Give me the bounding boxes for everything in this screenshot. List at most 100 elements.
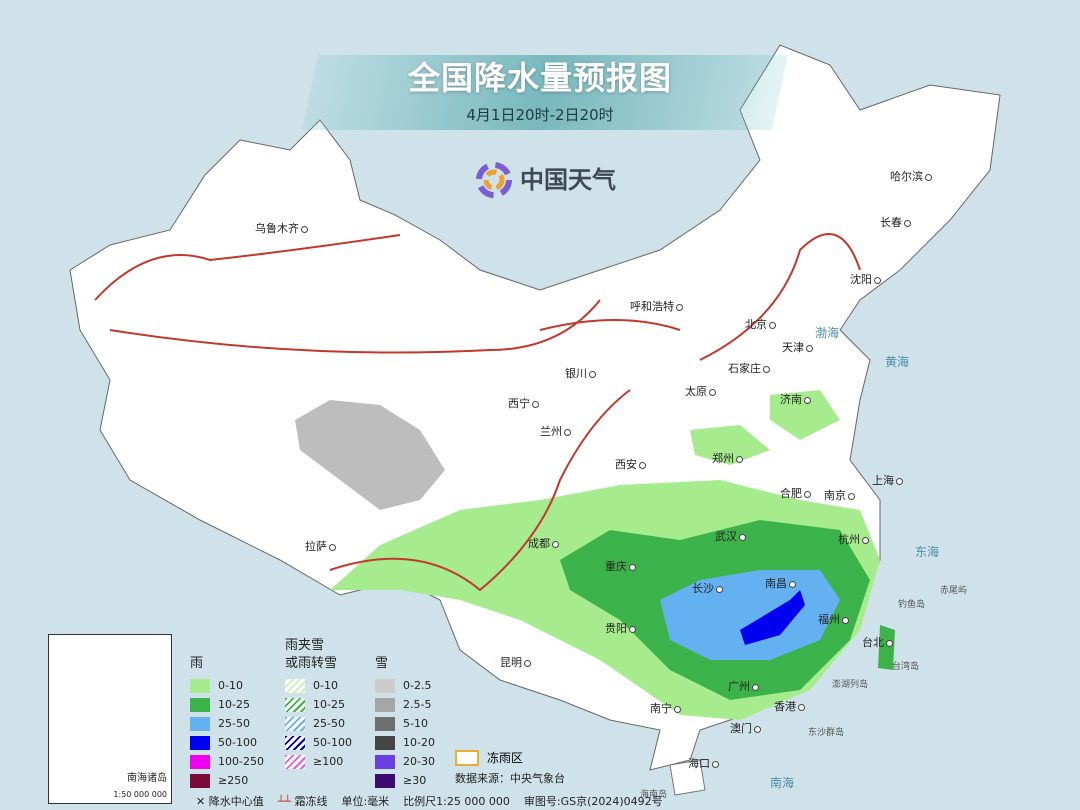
city-dot-icon	[752, 683, 759, 691]
city-name: 杭州	[838, 533, 860, 546]
city-label: 南京	[824, 489, 857, 502]
city-dot-icon	[736, 455, 743, 463]
city-name: 西安	[615, 458, 637, 471]
sea-label: 东海	[915, 545, 940, 559]
legend-snow-item: ≥30	[375, 773, 426, 789]
city-label: 重庆	[605, 560, 638, 573]
city-label: 银川	[565, 367, 598, 380]
island-label: 台湾岛	[892, 662, 920, 672]
city-label: 台北	[862, 636, 895, 649]
city-dot-icon	[709, 388, 716, 396]
city-name: 天津	[782, 341, 804, 354]
city-name: 澳门	[730, 722, 752, 735]
city-name: 沈阳	[850, 273, 872, 286]
city-name: 南宁	[650, 702, 672, 715]
city-dot-icon	[842, 616, 849, 624]
city-name: 贵阳	[605, 622, 627, 635]
city-name: 长沙	[692, 582, 714, 595]
legend-snow-title: 雪	[375, 656, 389, 671]
city-dot-icon	[524, 659, 531, 667]
city-dot-icon	[589, 370, 596, 378]
hainan	[669, 759, 706, 796]
legend-sleet-title: 雨夹雪	[285, 638, 325, 653]
city-label: 太原	[685, 385, 718, 398]
legend-label: 10-25	[218, 698, 250, 711]
city-name: 西宁	[508, 397, 530, 410]
city-dot-icon	[789, 580, 796, 588]
city-dot-icon	[804, 396, 811, 404]
city-dot-icon	[329, 543, 336, 551]
city-label: 哈尔滨	[890, 170, 934, 183]
city-dot-icon	[896, 477, 903, 485]
city-name: 呼和浩特	[630, 300, 674, 313]
freezing-rain-label: 冻雨区	[487, 751, 524, 765]
city-name: 拉萨	[305, 540, 327, 553]
city-label: 合肥	[780, 487, 813, 500]
frost-line-item: ┴┴ 霜冻线	[278, 795, 328, 808]
city-dot-icon	[716, 585, 723, 593]
legend-swatch	[375, 698, 395, 712]
snow-area-qinghai	[295, 400, 445, 510]
city-dot-icon	[552, 540, 559, 548]
legend-sleet-item: 50-100	[285, 735, 352, 751]
city-name: 北京	[745, 318, 767, 331]
city-dot-icon	[804, 490, 811, 498]
legend-swatch	[375, 774, 395, 788]
legend-label: 0-10	[218, 679, 243, 692]
city-label: 天津	[782, 341, 815, 354]
legend-swatch	[375, 755, 395, 769]
city-dot-icon	[639, 461, 646, 469]
legend-swatch	[190, 736, 210, 750]
inset-scale: 1:50 000 000	[113, 790, 167, 799]
rain-north-jinan	[770, 390, 840, 440]
city-dot-icon	[874, 276, 881, 284]
city-name: 海口	[688, 757, 710, 770]
legend-sleet-item: 0-10	[285, 678, 338, 694]
legend-sleet-item: 10-25	[285, 697, 345, 713]
city-dot-icon	[769, 321, 776, 329]
inset-caption: 南海诸岛	[127, 773, 167, 784]
city-name: 哈尔滨	[890, 170, 923, 183]
city-name: 上海	[872, 474, 894, 487]
city-label: 长沙	[692, 582, 725, 595]
city-dot-icon	[904, 219, 911, 227]
city-dot-icon	[886, 639, 893, 647]
freezing-rain-swatch	[455, 750, 479, 766]
taiwan	[878, 625, 895, 670]
city-label: 呼和浩特	[630, 300, 685, 313]
frost-line-label: 霜冻线	[294, 795, 328, 808]
frost-line-south	[329, 389, 631, 592]
map-subtitle: 4月1日20时-2日20时	[466, 106, 614, 124]
city-label: 贵阳	[605, 622, 638, 635]
legend-snow-item: 0-2.5	[375, 678, 431, 694]
legend-rain-item: 100-250	[190, 754, 264, 770]
legend-sleet-item: 25-50	[285, 716, 345, 732]
city-name: 郑州	[712, 452, 734, 465]
city-dot-icon	[712, 760, 719, 768]
city-label: 杭州	[838, 533, 871, 546]
legend-rain-item: 10-25	[190, 697, 250, 713]
legend-label: 25-50	[313, 717, 345, 730]
sea-label: 黄海	[885, 355, 910, 369]
city-dot-icon	[862, 536, 869, 544]
legend-swatch	[375, 679, 395, 693]
city-label: 西安	[615, 458, 648, 471]
legend-rain-item: 50-100	[190, 735, 257, 751]
city-name: 乌鲁木齐	[255, 222, 299, 235]
legend-swatch	[285, 698, 305, 712]
legend-swatch	[190, 679, 210, 693]
city-name: 福州	[818, 613, 840, 626]
legend-label: ≥250	[218, 774, 249, 787]
legend-snow-item: 2.5-5	[375, 697, 431, 713]
frost-line-north	[94, 233, 861, 361]
city-label: 昆明	[500, 656, 533, 669]
legend-snow-item: 10-20	[375, 735, 435, 751]
scale-label: 比例尺1:25 000 000	[403, 795, 510, 808]
city-label: 海口	[688, 757, 721, 770]
island-label: 钓鱼岛	[898, 600, 926, 610]
city-dot-icon	[848, 492, 855, 500]
city-label: 武汉	[715, 530, 748, 543]
center-mark-label: 降水中心值	[208, 795, 264, 808]
city-name: 台北	[862, 636, 884, 649]
legend-swatch	[375, 717, 395, 731]
